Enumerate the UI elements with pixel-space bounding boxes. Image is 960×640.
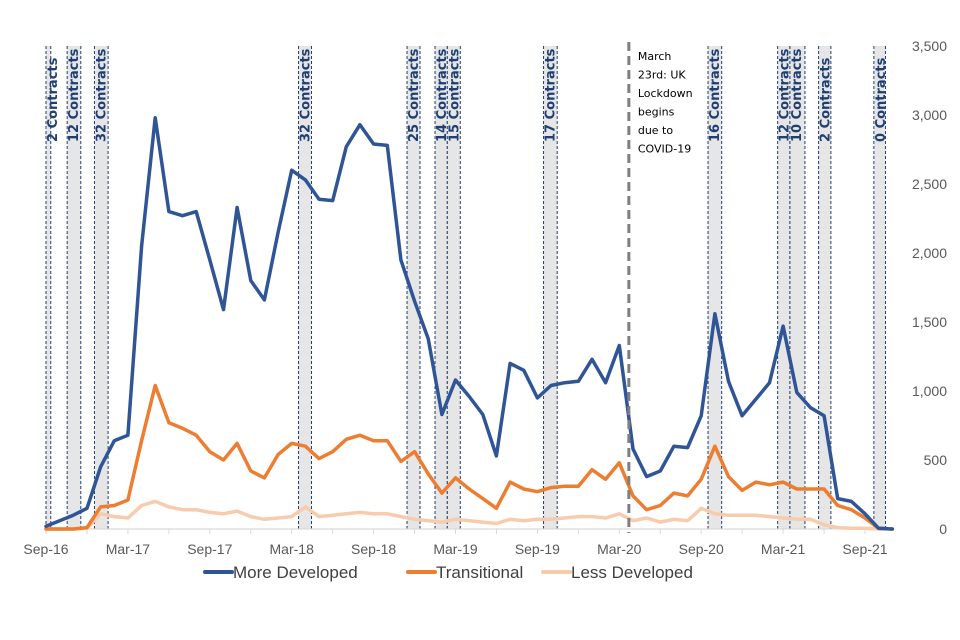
contract-band-label: 15 Contracts bbox=[447, 48, 462, 142]
contract-band-label: 14 Contracts bbox=[435, 48, 450, 142]
contract-band-label: 10 Contracts bbox=[790, 48, 805, 142]
lockdown-annotation-text: 23rd: UK bbox=[638, 69, 687, 82]
series-line-more-developed bbox=[44, 116, 895, 531]
y-tick-label: 3,500 bbox=[912, 38, 947, 54]
legend: More Developed Transitional Less Developed bbox=[203, 563, 693, 582]
x-tick-label: Sep-17 bbox=[187, 541, 232, 557]
y-tick-label: 2,500 bbox=[912, 176, 947, 192]
contract-band: 15 Contracts bbox=[446, 46, 462, 529]
contract-band-fill bbox=[447, 46, 461, 529]
series-line-transitional bbox=[44, 383, 895, 531]
legend-label: More Developed bbox=[233, 563, 358, 582]
contract-band-fill bbox=[298, 46, 312, 529]
contract-band-fill bbox=[46, 46, 51, 529]
contract-band: 2 Contracts bbox=[818, 46, 834, 529]
contract-band-fill bbox=[777, 46, 790, 529]
legend-label: Less Developed bbox=[571, 563, 693, 582]
x-tick-label: Sep-18 bbox=[351, 541, 396, 557]
contract-band: 0 Contracts bbox=[873, 46, 889, 529]
y-tick-label: 1,000 bbox=[912, 383, 947, 399]
legend-item: Transitional bbox=[406, 563, 523, 582]
y-axis: 0 500 1,000 1,500 2,000 2,500 3,000 3,500 bbox=[912, 38, 947, 537]
x-tick-label: Sep-21 bbox=[842, 541, 887, 557]
y-tick-label: 3,000 bbox=[912, 107, 947, 123]
lockdown-annotation-text: begins bbox=[638, 106, 675, 119]
y-tick-label: 1,500 bbox=[912, 314, 947, 330]
x-tick-label: Mar-19 bbox=[433, 541, 478, 557]
contract-band: 2 Contracts bbox=[45, 46, 61, 529]
contract-band-label: 2 Contracts bbox=[819, 57, 834, 142]
lockdown-annotation-text: due to bbox=[638, 124, 674, 137]
series-line-less-developed bbox=[44, 499, 895, 531]
contract-band-fill bbox=[543, 46, 558, 529]
contract-band: 12 Contracts bbox=[66, 46, 82, 529]
contract-band-label: 32 Contracts bbox=[299, 48, 314, 142]
contract-band-label: 0 Contracts bbox=[874, 57, 889, 142]
series-lines bbox=[44, 116, 895, 531]
lockdown-annotation: March 23rd: UK Lockdown begins due to COVID-1… bbox=[627, 42, 693, 533]
x-tick-label: Mar-20 bbox=[597, 541, 642, 557]
contract-band-fill bbox=[873, 46, 886, 529]
contract-band-fill bbox=[708, 46, 722, 529]
contract-band-label: 16 Contracts bbox=[708, 48, 723, 142]
lockdown-annotation-text: Lockdown bbox=[638, 87, 693, 100]
x-tick-label: Sep-19 bbox=[515, 541, 560, 557]
contract-band: 16 Contracts bbox=[707, 46, 723, 529]
contract-band-fill bbox=[789, 46, 805, 529]
contract-band-label: 12 Contracts bbox=[67, 48, 82, 142]
contract-bands: 2 Contracts 12 Contracts 32 Contracts 32 Co… bbox=[45, 46, 889, 529]
x-tick-label: Mar-21 bbox=[761, 541, 806, 557]
legend-item: More Developed bbox=[203, 563, 358, 582]
contract-band: 17 Contracts bbox=[543, 46, 559, 529]
x-tick-label: Sep-20 bbox=[679, 541, 724, 557]
x-tick-label: Mar-18 bbox=[270, 541, 315, 557]
contract-band-label: 2 Contracts bbox=[46, 57, 61, 142]
y-tick-label: 2,000 bbox=[912, 245, 947, 261]
contract-band-fill bbox=[407, 46, 421, 529]
contract-band: 25 Contracts bbox=[406, 46, 422, 529]
lockdown-annotation-text: COVID-19 bbox=[638, 143, 691, 156]
contract-band-fill bbox=[94, 46, 109, 529]
contract-band: 10 Contracts bbox=[789, 46, 806, 529]
contract-band: 32 Contracts bbox=[298, 46, 314, 529]
legend-item: Less Developed bbox=[541, 563, 693, 582]
x-axis: Sep-16 Mar-17 Sep-17 Mar-18 Sep-18 Mar-19 Sep-… bbox=[23, 528, 895, 557]
y-tick-label: 0 bbox=[939, 521, 947, 537]
contract-band-label: 17 Contracts bbox=[544, 48, 559, 142]
contract-band-label: 12 Contracts bbox=[778, 48, 793, 142]
contract-band-label: 32 Contracts bbox=[94, 48, 109, 142]
x-tick-label: Mar-17 bbox=[106, 541, 151, 557]
x-tick-label: Sep-16 bbox=[23, 541, 68, 557]
contract-band-label: 25 Contracts bbox=[407, 48, 422, 142]
legend-label: Transitional bbox=[436, 563, 523, 582]
lockdown-annotation-text: March bbox=[638, 50, 672, 63]
y-tick-label: 500 bbox=[924, 452, 948, 468]
contract-band: 32 Contracts bbox=[93, 46, 109, 529]
contract-band-fill bbox=[67, 46, 81, 529]
contract-band-fill bbox=[818, 46, 831, 529]
